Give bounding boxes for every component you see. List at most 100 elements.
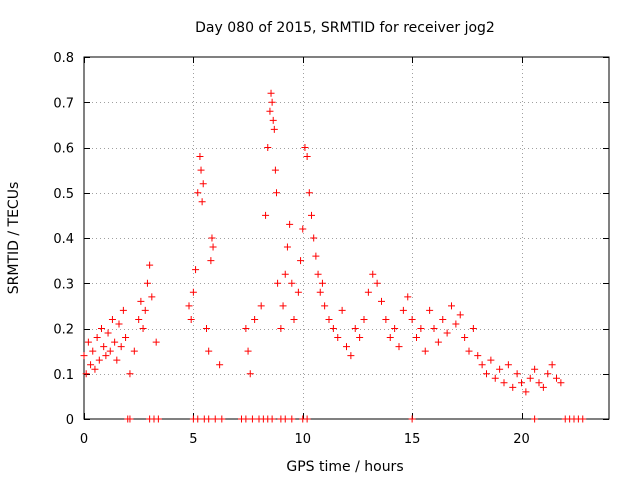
data-point (509, 383, 517, 391)
data-point (126, 370, 134, 378)
zero-level-point (579, 415, 587, 423)
data-point (386, 334, 394, 342)
data-point (312, 252, 320, 260)
data-point (487, 356, 495, 364)
data-point (143, 279, 151, 287)
data-point (194, 189, 202, 197)
data-point (539, 383, 547, 391)
data-point (452, 320, 460, 328)
data-point (305, 189, 313, 197)
data-point (111, 338, 119, 346)
data-point (496, 365, 504, 373)
data-point (91, 365, 99, 373)
data-point (152, 338, 160, 346)
data-point (189, 288, 197, 296)
data-point (343, 343, 350, 351)
data-point (553, 374, 560, 382)
data-point (113, 356, 121, 364)
data-point (104, 329, 112, 337)
data-point (426, 306, 434, 314)
data-point (421, 347, 429, 355)
data-point (196, 153, 204, 161)
zero-level-point (408, 415, 416, 423)
data-point (373, 279, 381, 287)
data-point (526, 374, 534, 382)
y-tick-label: 0.4 (53, 232, 74, 247)
data-point (135, 315, 143, 323)
data-point (456, 311, 464, 319)
data-point (443, 329, 451, 337)
x-tick-label: 0 (80, 432, 88, 447)
data-point (351, 325, 359, 332)
data-point (382, 315, 390, 323)
zero-level-point (242, 415, 250, 423)
data-point (267, 89, 275, 97)
data-point (100, 343, 108, 351)
data-point (139, 325, 147, 332)
zero-level-point (205, 415, 213, 423)
y-tick-label: 0 (66, 413, 74, 428)
data-point (187, 315, 195, 323)
data-point (548, 361, 556, 369)
data-point (301, 144, 309, 151)
zero-level-point (268, 415, 276, 423)
data-point (557, 379, 565, 387)
data-point (491, 374, 499, 382)
data-point (192, 266, 200, 274)
data-point (325, 315, 333, 323)
data-point (242, 325, 250, 332)
data-point (474, 352, 482, 360)
data-point (448, 302, 455, 310)
grid (84, 57, 609, 419)
data-point (269, 116, 277, 124)
zero-level-point (531, 415, 539, 423)
zero-level-point (211, 415, 219, 423)
data-point (257, 302, 265, 310)
data-point (266, 107, 274, 115)
data-point (208, 234, 216, 242)
x-axis-label: GPS time / hours (286, 459, 403, 475)
data-point (544, 370, 552, 378)
zero-level-point (154, 415, 162, 423)
data-point (80, 352, 88, 360)
data-point (122, 334, 130, 342)
data-point (87, 361, 95, 369)
data-point (294, 288, 302, 296)
data-point (283, 243, 291, 251)
zero-level-point (194, 415, 202, 423)
data-point (130, 347, 138, 355)
data-point (369, 270, 377, 278)
y-tick-label: 0.1 (53, 368, 74, 383)
data-point (347, 352, 355, 360)
data-point (185, 302, 193, 310)
data-point (95, 356, 103, 364)
data-point (434, 338, 442, 346)
data-point (199, 180, 207, 188)
data-point (318, 279, 326, 287)
data-point (197, 166, 205, 174)
data-point (356, 334, 364, 342)
data-point (207, 257, 215, 265)
data-point (413, 334, 420, 342)
data-point (399, 306, 407, 314)
data-point (277, 325, 285, 332)
x-tick-label: 5 (189, 432, 197, 447)
zero-level-point (303, 415, 311, 423)
data-point (391, 325, 399, 332)
data-point (216, 361, 224, 369)
data-point (408, 315, 416, 323)
data-point (251, 315, 259, 323)
data-point (82, 370, 90, 378)
data-point (274, 279, 282, 287)
x-tick-label: 10 (294, 432, 311, 447)
data-point (522, 388, 530, 396)
data-point (273, 189, 280, 197)
data-point (268, 98, 276, 106)
data-point (483, 370, 490, 378)
data-point (102, 352, 110, 360)
x-tick-label: 15 (404, 432, 421, 447)
y-tick-label: 0.6 (53, 142, 74, 157)
data-point (117, 343, 125, 351)
y-tick-label: 0.7 (53, 96, 74, 111)
